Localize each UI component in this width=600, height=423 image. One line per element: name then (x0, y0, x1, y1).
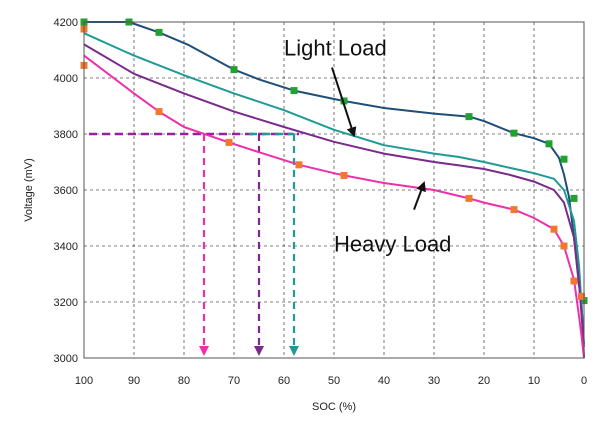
x-tick-label: 100 (75, 375, 93, 387)
series-marker-4 (560, 242, 568, 250)
annotations: Light Load Heavy Load (284, 36, 451, 257)
x-tick-label: 90 (128, 375, 140, 387)
x-tick-label: 80 (178, 375, 190, 387)
reference-lines (89, 132, 299, 356)
series-marker-4 (225, 138, 233, 146)
series-marker-4 (295, 161, 303, 169)
y-tick-label: 3400 (54, 241, 78, 253)
reference-arrow-head (199, 346, 209, 356)
y-tick-label: 3600 (54, 185, 78, 197)
series-marker-4 (550, 225, 558, 233)
series-line-2 (83, 32, 585, 345)
y-tick-label: 3800 (54, 129, 78, 141)
series-marker-4 (510, 206, 518, 214)
series-line-4 (83, 54, 585, 359)
x-tick-labels: 100 90 80 70 60 50 40 30 20 10 0 (75, 375, 587, 387)
y-tick-label: 4200 (54, 17, 78, 29)
plot-frame (83, 21, 585, 359)
y-tick-label: 4000 (54, 73, 78, 85)
series-marker-4 (570, 277, 578, 285)
x-tick-label: 10 (528, 375, 540, 387)
reference-arrow-head (254, 346, 264, 356)
annotation-label-1: Light Load (284, 36, 387, 61)
series-marker-1 (465, 113, 473, 121)
series-marker-4 (155, 108, 163, 116)
y-tick-labels: 3000 3200 3400 3600 3800 4000 4200 (54, 17, 78, 365)
x-tick-label: 0 (581, 375, 587, 387)
y-tick-label: 3200 (54, 297, 78, 309)
series-marker-1 (230, 66, 238, 74)
x-tick-label: 60 (278, 375, 290, 387)
reference-arrow-head (289, 346, 299, 356)
series-marker-1 (570, 194, 578, 202)
series-marker-1 (340, 97, 348, 105)
x-tick-label: 70 (228, 375, 240, 387)
series-marker-1 (510, 129, 518, 137)
series-marker-4 (578, 292, 585, 300)
annotation-label-2: Heavy Load (334, 232, 451, 257)
series-marker-1 (560, 155, 568, 163)
annotation-arrow-1 (331, 67, 357, 138)
series-marker-1 (545, 140, 553, 148)
series-marker-1 (290, 87, 298, 95)
x-tick-label: 50 (328, 375, 340, 387)
x-axis-title: SOC (%) (312, 401, 356, 413)
x-tick-label: 30 (428, 375, 440, 387)
series-marker-4 (465, 194, 473, 202)
series-marker-1 (155, 28, 163, 36)
x-tick-label: 20 (478, 375, 490, 387)
annotation-arrow-2 (413, 181, 426, 210)
series-line-3 (83, 43, 585, 347)
y-tick-label: 3000 (54, 353, 78, 365)
x-tick-label: 40 (378, 375, 390, 387)
series-marker-4 (340, 171, 348, 179)
y-axis-title: Voltage (mV) (23, 158, 35, 222)
grid (84, 22, 584, 358)
